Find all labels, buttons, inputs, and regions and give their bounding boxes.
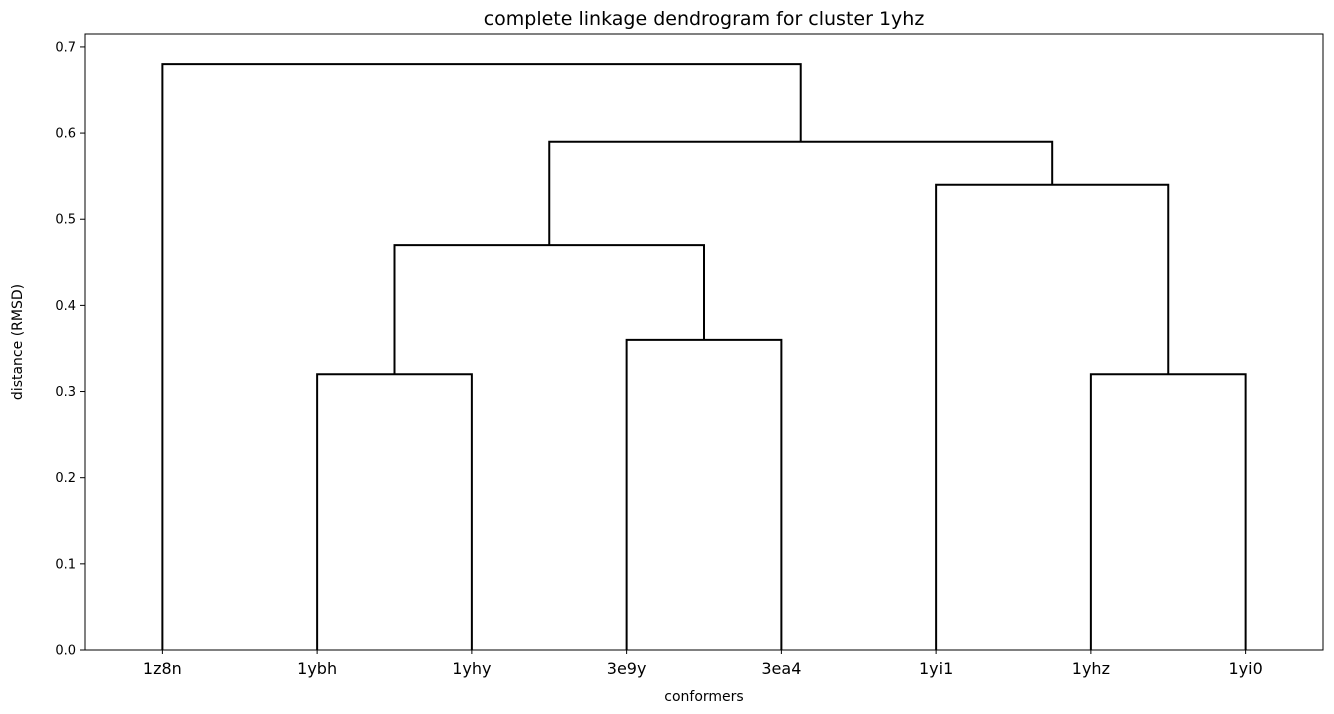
x-axis: 1z8n 1ybh 1yhy 3e9y 3ea4 1yi1 1yhz 1yi0 [143, 650, 1263, 678]
leaf-label-1z8n: 1z8n [143, 659, 182, 678]
leaf-label-1yi1: 1yi1 [919, 659, 953, 678]
leaf-label-1yhz: 1yhz [1072, 659, 1110, 678]
y-axis-label: distance (RMSD) [10, 284, 26, 400]
dendrogram-links [161, 63, 1247, 650]
y-tick-label: 0.1 [55, 557, 76, 572]
leaf-label-1yi0: 1yi0 [1228, 659, 1262, 678]
dendrogram-link-m5 [935, 183, 1170, 650]
dendrogram-link-m1 [316, 373, 473, 650]
plot-frame [84, 33, 1324, 651]
chart-title: complete linkage dendrogram for cluster … [484, 8, 925, 30]
y-tick-label: 0.2 [55, 471, 76, 486]
dendrogram-link-m2 [625, 338, 783, 650]
dendrogram-link-m4 [393, 244, 705, 375]
y-tick-label: 0.6 [55, 127, 76, 142]
leaf-label-3ea4: 3ea4 [761, 659, 801, 678]
dendrogram-link-m6 [548, 140, 1054, 246]
y-axis: 0.0 0.1 0.2 0.3 0.4 0.5 0.6 0.7 [55, 40, 85, 659]
y-tick-label: 0.3 [55, 385, 76, 400]
y-tick-label: 0.0 [55, 644, 76, 659]
dendrogram-link-m3 [1089, 373, 1247, 650]
y-tick-label: 0.4 [55, 299, 76, 314]
x-axis-label: conformers [664, 689, 743, 705]
leaf-label-1ybh: 1ybh [297, 659, 337, 678]
leaf-label-3e9y: 3e9y [607, 659, 647, 678]
dendrogram-link-m7 [161, 63, 802, 650]
y-tick-label: 0.7 [55, 40, 76, 55]
y-tick-label: 0.5 [55, 213, 76, 228]
leaf-label-1yhy: 1yhy [452, 659, 491, 678]
